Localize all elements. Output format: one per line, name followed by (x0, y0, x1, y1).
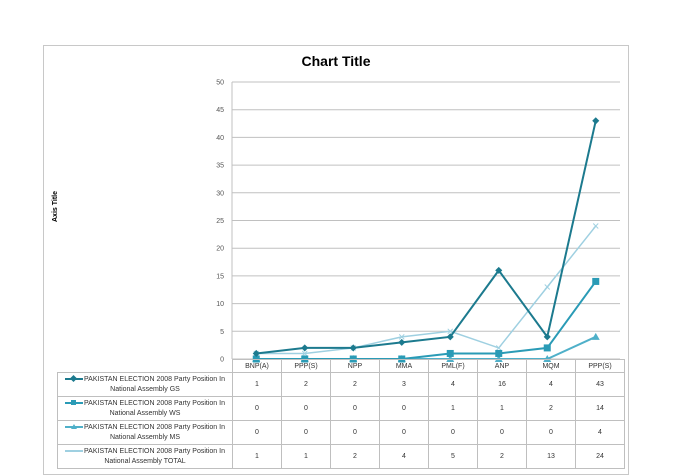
svg-text:45: 45 (216, 107, 224, 114)
table-cell: 1 (281, 444, 331, 469)
table-cell: 3 (379, 372, 429, 397)
series-label-total: PAKISTAN ELECTION 2008 Party Position In… (57, 444, 233, 469)
svg-text:10: 10 (216, 301, 224, 308)
table-cell: 2 (526, 396, 576, 421)
table-cell: 4 (428, 372, 478, 397)
table-cell: 0 (379, 396, 429, 421)
series-label-ms: PAKISTAN ELECTION 2008 Party Position In… (57, 420, 233, 445)
table-row: PAKISTAN ELECTION 2008 Party Position In… (57, 372, 625, 397)
svg-text:35: 35 (216, 163, 224, 170)
table-cell: 2 (330, 444, 380, 469)
table-cell: 1 (428, 396, 478, 421)
series-lines (252, 117, 600, 363)
table-cell: 0 (330, 420, 380, 445)
svg-text:50: 50 (216, 80, 224, 87)
table-cell: 0 (232, 420, 282, 445)
table-cell: 1 (232, 372, 282, 397)
table-cell: 0 (379, 420, 429, 445)
table-cell: 1 (232, 444, 282, 469)
table-cell: 5 (428, 444, 478, 469)
table-cell: 14 (575, 396, 625, 421)
legend-x-icon (65, 447, 84, 455)
table-cell: 4 (575, 420, 625, 445)
column-header: PML(F) (428, 359, 478, 373)
svg-text:30: 30 (216, 190, 224, 197)
table-cell: 4 (526, 372, 576, 397)
table-cell: 0 (526, 420, 576, 445)
svg-text:40: 40 (216, 135, 224, 142)
table-cell: 16 (477, 372, 527, 397)
table-cell: 2 (281, 372, 331, 397)
column-header: NPP (330, 359, 380, 373)
table-cell: 0 (330, 396, 380, 421)
legend-triangle-icon (65, 423, 84, 431)
chart-title: Chart Title (301, 53, 371, 69)
table-cell: 2 (330, 372, 380, 397)
table-row: PAKISTAN ELECTION 2008 Party Position In… (57, 396, 625, 421)
column-header: ANP (477, 359, 527, 373)
svg-text:15: 15 (216, 273, 224, 280)
table-cell: 4 (379, 444, 429, 469)
legend-diamond-icon (65, 374, 84, 383)
series-label-gs: PAKISTAN ELECTION 2008 Party Position In… (57, 372, 233, 397)
table-cell: 0 (232, 396, 282, 421)
table-row: PAKISTAN ELECTION 2008 Party Position In… (57, 444, 625, 469)
svg-text:20: 20 (216, 246, 224, 253)
svg-text:25: 25 (216, 218, 224, 225)
data-table: BNP(A) PPP(S) NPP MMA PML(F) ANP MQM PPP… (57, 359, 625, 469)
svg-text:5: 5 (220, 329, 224, 336)
legend-square-icon (65, 399, 84, 407)
gridlines (231, 81, 620, 360)
table-cell: 43 (575, 372, 625, 397)
table-cell: 0 (281, 420, 331, 445)
column-header: MQM (526, 359, 576, 373)
table-header-row: BNP(A) PPP(S) NPP MMA PML(F) ANP MQM PPP… (57, 359, 625, 373)
table-row: PAKISTAN ELECTION 2008 Party Position In… (57, 420, 625, 445)
column-header: PPP(S) (575, 359, 625, 373)
table-cell: 1 (477, 396, 527, 421)
table-cell: 2 (477, 444, 527, 469)
table-cell: 13 (526, 444, 576, 469)
column-header: MMA (379, 359, 429, 373)
series-label-ws: PAKISTAN ELECTION 2008 Party Position In… (57, 396, 233, 421)
table-cell: 0 (281, 396, 331, 421)
column-header: PPP(S) (281, 359, 331, 373)
table-cell: 0 (477, 420, 527, 445)
column-header: BNP(A) (232, 359, 282, 373)
table-cell: 0 (428, 420, 478, 445)
table-cell: 24 (575, 444, 625, 469)
